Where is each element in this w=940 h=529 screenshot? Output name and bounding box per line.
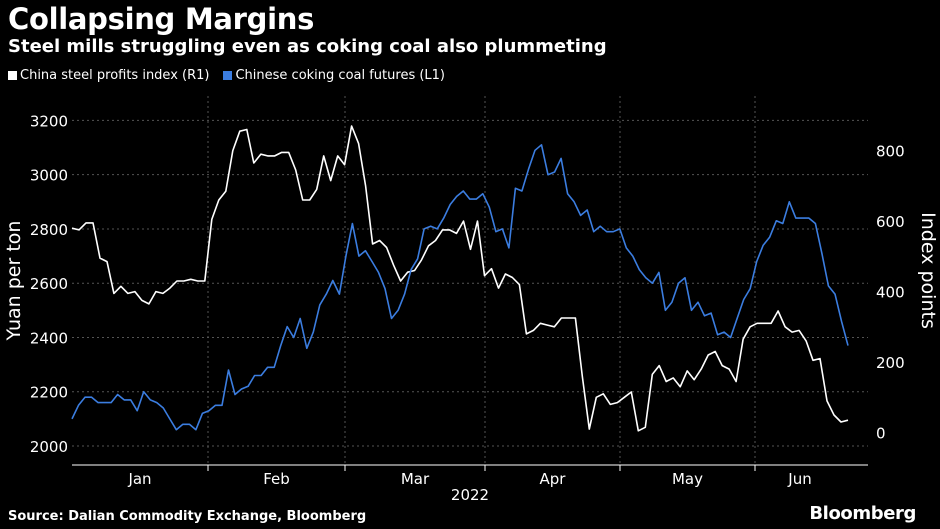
legend-label-coal: Chinese coking coal futures (L1) <box>235 68 446 83</box>
series-lines <box>71 125 849 432</box>
legend-item-steel: China steel profits index (R1) <box>8 68 209 83</box>
x-tick-label: Mar <box>401 470 430 488</box>
left-axis-label: Yuan per ton <box>3 221 25 342</box>
right-tick-label: 200 <box>876 354 905 372</box>
x-tick-label: May <box>672 470 703 488</box>
legend: China steel profits index (R1) Chinese c… <box>8 68 459 83</box>
x-axis-year-label: 2022 <box>451 486 489 504</box>
left-tick-label: 2400 <box>30 329 68 347</box>
right-axis-label: Index points <box>917 212 939 329</box>
left-axis-ticks: 2000 2200 2400 2600 2800 3000 3200 <box>30 112 68 456</box>
legend-swatch-white <box>8 71 17 80</box>
series-line-steel-profits <box>71 125 849 432</box>
left-tick-label: 3200 <box>30 112 68 130</box>
chart-title: Collapsing Margins <box>8 2 315 36</box>
legend-item-coal: Chinese coking coal futures (L1) <box>223 68 445 83</box>
series-line-coking-coal <box>71 144 849 431</box>
source-note: Source: Dalian Commodity Exchange, Bloom… <box>8 509 367 524</box>
brand-logo: Bloomberg <box>809 503 916 524</box>
legend-swatch-blue <box>223 71 233 80</box>
right-tick-label: 800 <box>876 143 905 161</box>
grid-lines <box>72 96 868 465</box>
x-tick-label: Jun <box>787 470 811 488</box>
left-tick-label: 2000 <box>30 438 68 456</box>
x-axis-ticks: Jan Feb Mar Apr May Jun <box>127 465 812 488</box>
left-tick-label: 2200 <box>30 384 68 402</box>
chart-subtitle: Steel mills struggling even as coking co… <box>8 36 607 57</box>
right-tick-label: 600 <box>876 213 905 231</box>
legend-label-steel: China steel profits index (R1) <box>20 68 210 83</box>
left-tick-label: 2600 <box>30 275 68 293</box>
x-tick-label: Feb <box>263 470 290 488</box>
x-tick-label: Apr <box>540 470 567 488</box>
x-tick-label: Jan <box>127 470 151 488</box>
left-tick-label: 2800 <box>30 221 68 239</box>
left-tick-label: 3000 <box>30 167 68 185</box>
right-axis-ticks: 0 200 400 600 800 <box>876 143 905 443</box>
right-tick-label: 0 <box>876 425 886 443</box>
right-tick-label: 400 <box>876 284 905 302</box>
